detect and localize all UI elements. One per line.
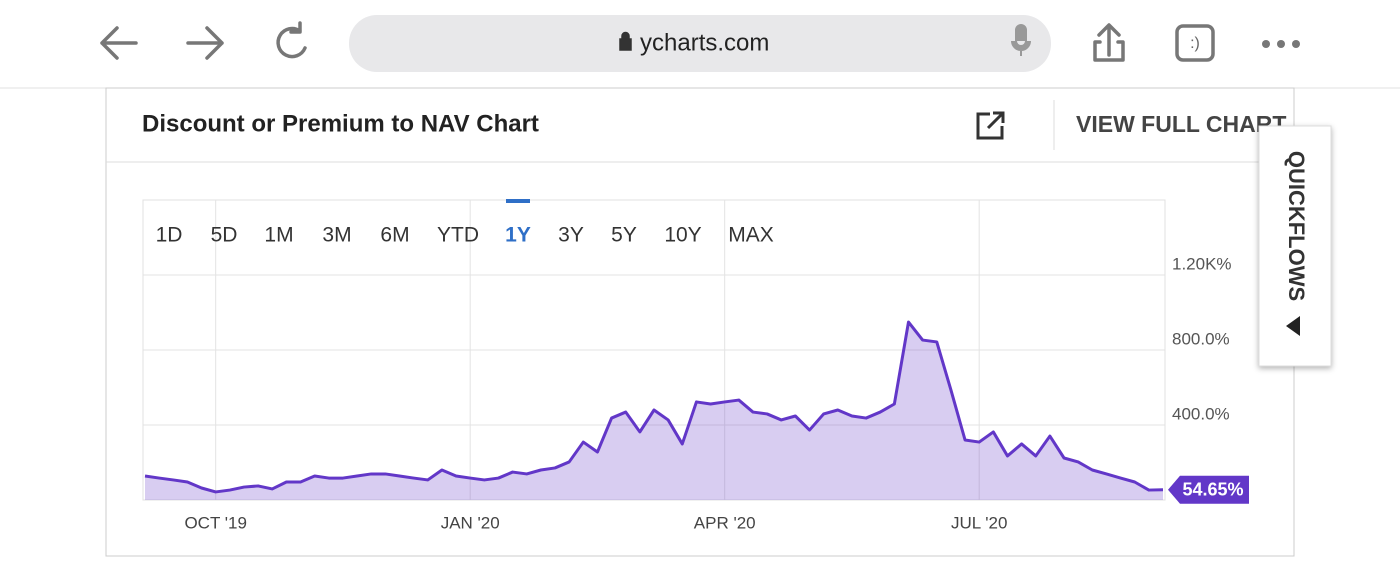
x-tick-label: JAN '20 — [441, 513, 500, 532]
value-badge — [1168, 475, 1249, 504]
value-label: 54.65% — [1182, 480, 1243, 500]
y-tick-label: 400.0% — [1172, 404, 1230, 423]
range-button[interactable]: 6M — [380, 224, 409, 247]
tabs-icon: :) — [1190, 35, 1200, 52]
back-button[interactable] — [100, 26, 138, 60]
y-tick-label: 800.0% — [1172, 329, 1230, 348]
card-title: Discount or Premium to NAV Chart — [142, 110, 539, 137]
x-tick-label: JUL '20 — [951, 513, 1007, 532]
lock-icon — [619, 31, 632, 51]
address-bar[interactable] — [349, 15, 1051, 72]
x-tick-label: OCT '19 — [184, 513, 246, 532]
menu-button[interactable] — [1262, 40, 1300, 48]
quickflows-arrow — [1286, 316, 1300, 336]
range-button[interactable]: YTD — [437, 224, 479, 247]
range-button[interactable]: MAX — [728, 224, 774, 247]
range-button[interactable]: 3M — [322, 224, 351, 247]
range-button[interactable]: 1D — [156, 224, 183, 247]
series-line — [144, 320, 1164, 494]
url: ycharts.com — [640, 29, 769, 56]
reload-button[interactable] — [276, 21, 307, 59]
range-button[interactable]: 3Y — [558, 224, 584, 247]
forward-button[interactable] — [186, 26, 224, 60]
y-tick-label: 1.20K% — [1172, 254, 1232, 273]
popout-icon[interactable] — [976, 111, 1005, 140]
range-button[interactable]: 1Y — [505, 224, 531, 247]
mic-icon[interactable] — [1011, 24, 1031, 56]
range-button[interactable]: 1M — [264, 224, 293, 247]
range-button[interactable]: 5D — [211, 224, 238, 247]
range-button[interactable]: 5Y — [611, 224, 637, 247]
x-tick-label: APR '20 — [694, 513, 756, 532]
active-indicator — [506, 199, 530, 203]
tabs-button[interactable] — [1175, 24, 1215, 62]
view-full-chart[interactable]: VIEW FULL CHART — [1076, 111, 1286, 137]
range-button[interactable]: 10Y — [664, 224, 701, 247]
quickflows-label: QUICKFLOWS — [1284, 151, 1309, 301]
share-button[interactable] — [1093, 23, 1125, 62]
